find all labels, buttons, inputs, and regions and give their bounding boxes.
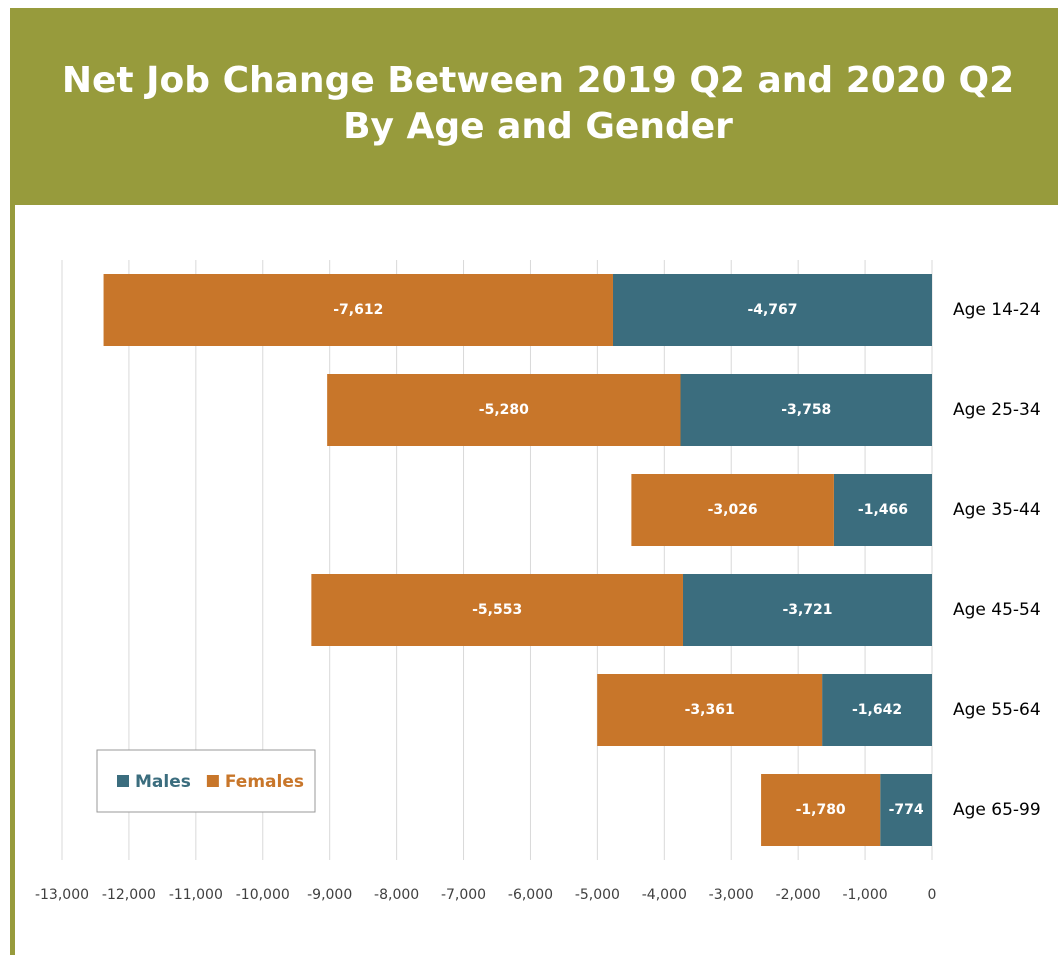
bar [631,474,834,546]
x-tick-label: -11,000 [169,887,223,903]
bar [761,774,881,846]
bar [612,274,932,346]
chart-title: Net Job Change Between 2019 Q2 and 2020 … [62,60,1014,101]
y-tick-label: Age 55-64 [953,700,1041,720]
y-tick-label: Age 25-34 [953,400,1041,420]
x-tick-label: -1,000 [843,887,888,903]
y-tick-label: Age 45-54 [953,600,1041,620]
x-tick-label: -7,000 [441,887,486,903]
bar [833,474,932,546]
bar [680,374,932,446]
bar [327,374,681,446]
data-label: -774 [889,802,924,818]
x-tick-label: -6,000 [508,887,553,903]
bar [880,774,932,846]
left-border [10,205,15,955]
data-label: -7,612 [333,302,383,318]
data-label: -1,466 [858,502,908,518]
chart-title: By Age and Gender [343,106,733,147]
data-label: -1,642 [852,702,902,718]
bar [822,674,932,746]
data-label: -4,767 [747,302,797,318]
data-label: -3,721 [782,602,832,618]
legend-swatch [117,775,129,787]
x-tick-label: 0 [928,887,937,903]
legend-box [96,749,316,813]
bar [597,674,823,746]
bar [682,574,932,646]
x-tick-label: -9,000 [307,887,352,903]
x-tick-label: -10,000 [236,887,290,903]
x-tick-label: -2,000 [776,887,821,903]
data-label: -3,026 [708,502,758,518]
legend-label: Females [225,772,304,792]
y-tick-label: Age 14-24 [953,300,1041,320]
y-tick-label: Age 35-44 [953,500,1041,520]
data-label: -5,553 [472,602,522,618]
legend-label: Males [135,772,191,792]
x-tick-label: -3,000 [709,887,754,903]
x-tick-label: -5,000 [575,887,620,903]
legend-swatch [206,775,219,787]
x-tick-label: -12,000 [102,887,156,903]
y-tick-label: Age 65-99 [953,800,1041,820]
data-label: -3,758 [781,402,831,418]
title-banner [10,8,1058,205]
x-tick-label: -13,000 [35,887,89,903]
data-label: -1,780 [796,802,846,818]
data-label: -3,361 [685,702,735,718]
x-tick-label: -4,000 [642,887,687,903]
data-label: -5,280 [479,402,529,418]
x-tick-label: -8,000 [374,887,419,903]
bar [311,574,683,646]
bar [103,274,613,346]
